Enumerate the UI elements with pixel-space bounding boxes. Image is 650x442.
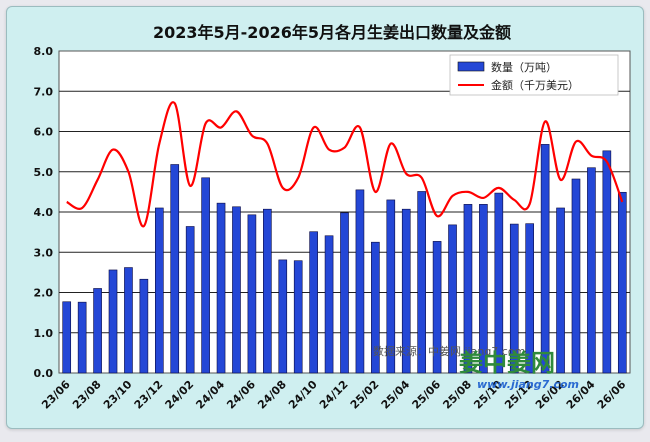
bar xyxy=(108,269,118,374)
bar xyxy=(93,288,102,374)
chart-title: 2023年5月-2026年5月各月生姜出口数量及金额 xyxy=(153,23,511,42)
bar xyxy=(139,278,149,374)
y-tick-label: 5.0 xyxy=(34,166,54,179)
legend: 数量（万吨） 金额（千万美元） xyxy=(449,54,619,96)
bar xyxy=(232,206,241,374)
bar xyxy=(509,223,519,374)
bar xyxy=(448,224,457,374)
bar xyxy=(170,164,180,374)
watermark-brand: 姜中姜网 xyxy=(459,349,555,377)
amount-line xyxy=(66,101,624,228)
bar xyxy=(540,144,550,374)
bar-series xyxy=(62,144,627,374)
y-tick-label: 7.0 xyxy=(34,85,54,98)
chart-frame: 2023年5月-2026年5月各月生姜出口数量及金额 0.0 1.0 2.0 3.0 4… xyxy=(6,6,644,429)
bar xyxy=(124,267,133,374)
bar xyxy=(154,207,164,374)
bar xyxy=(201,177,210,374)
bar xyxy=(525,223,535,374)
x-tick-label: 26/06 xyxy=(595,378,629,412)
bar xyxy=(401,208,411,374)
x-tick-label: 24/10 xyxy=(286,378,320,412)
y-tick-label: 4.0 xyxy=(34,206,54,219)
line-series xyxy=(66,101,624,228)
y-tick-label: 8.0 xyxy=(34,45,54,58)
bar xyxy=(355,189,365,374)
bar xyxy=(185,226,195,374)
y-tick-label: 2.0 xyxy=(34,287,54,300)
y-tick-label: 1.0 xyxy=(34,327,54,340)
legend-swatch-bars xyxy=(457,61,485,72)
bar xyxy=(602,150,612,374)
data-source-text: 数据来源：中姜网 jiang7.com xyxy=(373,344,525,358)
x-tick-label: 24/04 xyxy=(193,378,227,412)
bar xyxy=(247,214,257,374)
bar xyxy=(371,241,380,374)
bar xyxy=(386,199,396,374)
watermark-url: www.jiang7.com xyxy=(477,378,579,391)
x-tick-label: 24/12 xyxy=(317,378,351,412)
bar xyxy=(216,202,226,374)
watermark: 姜中姜网 www.jiang7.com xyxy=(459,349,579,391)
bar xyxy=(309,231,318,374)
bar xyxy=(571,178,581,374)
bar xyxy=(587,167,596,374)
legend-label-quantity: 数量（万吨） xyxy=(491,61,557,74)
y-tick-label: 0.0 xyxy=(34,367,54,380)
bar xyxy=(479,204,488,374)
bar-line-chart: 2023年5月-2026年5月各月生姜出口数量及金额 0.0 1.0 2.0 3.0 4… xyxy=(34,23,631,412)
x-tick-label: 25/08 xyxy=(440,378,474,412)
y-tick-label: 6.0 xyxy=(34,126,54,139)
bar xyxy=(293,260,303,374)
y-axis: 0.0 1.0 2.0 3.0 4.0 5.0 6.0 7.0 8.0 xyxy=(34,45,54,380)
x-tick-label: 25/02 xyxy=(348,378,382,412)
bar xyxy=(263,208,272,374)
bar xyxy=(617,191,627,374)
x-tick-label: 23/10 xyxy=(101,378,135,412)
bar xyxy=(324,235,334,374)
x-tick-label: 23/12 xyxy=(132,378,166,412)
bar xyxy=(556,207,565,374)
bar xyxy=(278,259,288,374)
bar xyxy=(494,192,504,374)
bar xyxy=(417,191,426,374)
x-tick-label: 24/08 xyxy=(255,378,289,412)
bar xyxy=(77,301,87,374)
bar xyxy=(62,301,72,374)
bar xyxy=(432,241,442,374)
x-tick-label: 24/02 xyxy=(163,378,197,412)
y-tick-label: 3.0 xyxy=(34,246,54,259)
x-tick-label: 25/06 xyxy=(410,378,444,412)
x-tick-label: 24/06 xyxy=(224,378,258,412)
x-tick-label: 23/06 xyxy=(39,378,73,412)
x-tick-label: 23/08 xyxy=(70,378,104,412)
legend-box xyxy=(449,54,619,96)
x-tick-label: 25/04 xyxy=(379,378,413,412)
bar xyxy=(463,204,473,374)
bar xyxy=(340,212,349,374)
legend-label-amount: 金额（千万美元） xyxy=(491,78,579,92)
